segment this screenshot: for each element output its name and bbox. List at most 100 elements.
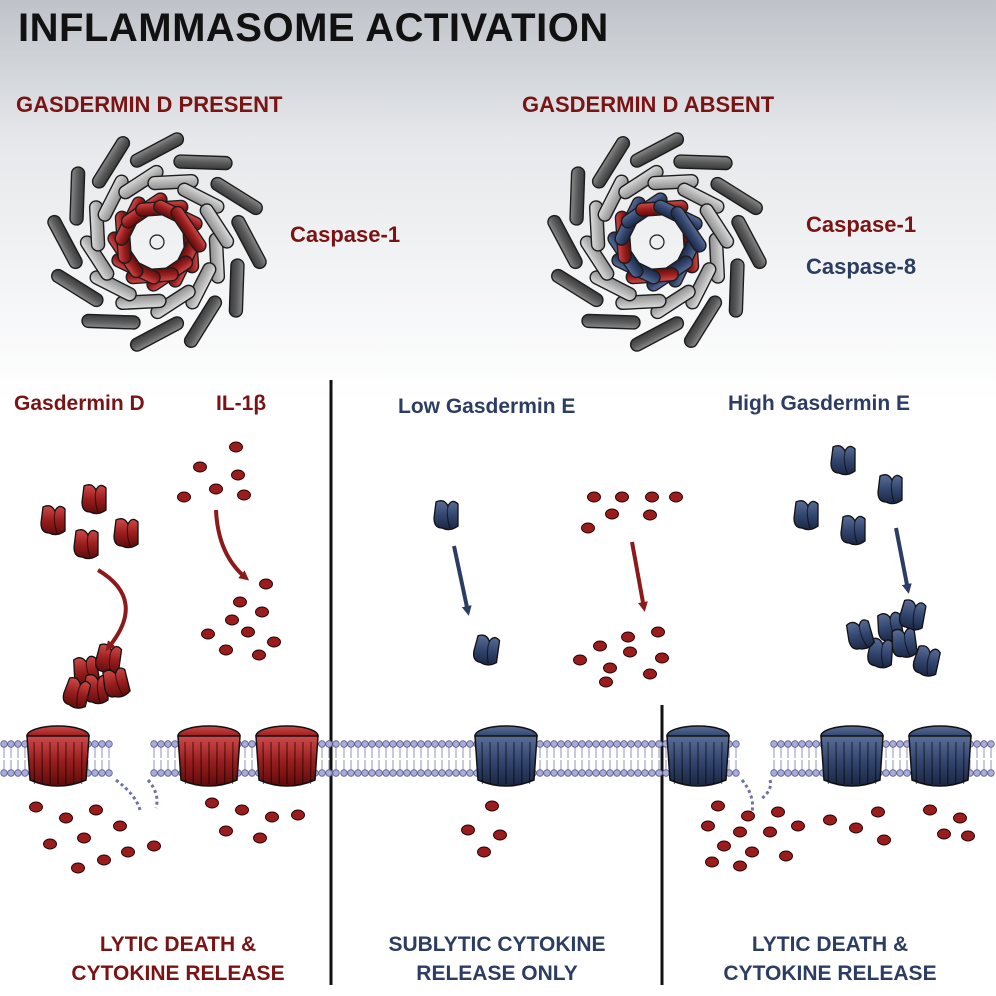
il-1b-cytokine xyxy=(741,810,755,822)
panel-1-outcome-line-1: LYTIC DEATH & xyxy=(99,933,257,956)
il-1b-cytokine xyxy=(147,840,161,852)
lipid-head xyxy=(382,740,390,748)
il-1b-cytokine xyxy=(701,820,715,832)
membrane-rupture-edge xyxy=(740,779,754,813)
il-1b-cytokine xyxy=(29,801,43,813)
lipid-head xyxy=(732,769,740,777)
gasdermin-lobe xyxy=(81,484,107,515)
asc-outer-rod xyxy=(710,176,763,216)
arrow-il-1b-processing xyxy=(214,509,250,581)
gasdermin-lobe xyxy=(433,500,459,531)
il-1b-cytokine xyxy=(253,832,267,844)
panel-2-outcome-line-2: RELEASE ONLY xyxy=(416,962,578,985)
lipid-head xyxy=(157,769,165,777)
lipid-head xyxy=(973,740,981,748)
lipid-head xyxy=(98,740,106,748)
gasdermin-e-monomer xyxy=(793,500,819,531)
lipid-head xyxy=(812,740,820,748)
asc-middle-rod xyxy=(199,203,235,249)
lipid-head xyxy=(798,740,806,748)
lipid-head xyxy=(445,740,453,748)
lipid-head xyxy=(550,769,558,777)
il-1b-cytokine xyxy=(651,626,665,638)
low-gasdermin-e-label: Low Gasdermin E xyxy=(398,395,576,418)
lipid-head xyxy=(882,740,890,748)
asc-middle-rod xyxy=(118,164,164,200)
gasdermin-cleft xyxy=(86,534,91,558)
lipid-head xyxy=(599,740,607,748)
lipid-head xyxy=(655,769,663,777)
il-1b-cytokine xyxy=(97,854,111,866)
lipid-head xyxy=(431,740,439,748)
il-1b-cytokine xyxy=(177,491,191,503)
lipid-head xyxy=(389,740,397,748)
lipid-head xyxy=(536,740,544,748)
lipid-head xyxy=(571,740,579,748)
il-1b-cytokine xyxy=(733,826,747,838)
lipid-head xyxy=(571,769,579,777)
gasdermin-lobe xyxy=(912,645,941,677)
caspase-rod xyxy=(170,205,207,253)
lipid-head xyxy=(896,769,904,777)
il-1b-cytokine xyxy=(252,649,266,661)
gasdermin-d-present-label: GASDERMIN D PRESENT xyxy=(16,92,283,117)
lipid-head xyxy=(424,769,432,777)
gasdermin-cleft xyxy=(926,652,931,675)
lipid-head xyxy=(592,769,600,777)
gasdermin-lobe xyxy=(62,677,92,709)
lipid-head xyxy=(396,740,404,748)
il-1b-cytokine xyxy=(43,838,57,850)
lipid-head xyxy=(403,740,411,748)
gasdermin-e-pore xyxy=(820,725,884,787)
lipid-head xyxy=(424,740,432,748)
gasdermin-cleft xyxy=(806,505,811,529)
asc-middle-rod xyxy=(89,270,137,302)
lipid-head xyxy=(91,740,99,748)
lipid-head xyxy=(105,740,113,748)
il-1b-cytokine xyxy=(937,828,951,840)
lipid-head xyxy=(368,769,376,777)
lipid-head xyxy=(585,769,593,777)
lipid-head xyxy=(536,769,544,777)
il-1b-cytokine xyxy=(291,809,305,821)
il-1b-cytokine xyxy=(89,804,103,816)
asc-outer-rod xyxy=(129,132,185,168)
il-1b-cytokine xyxy=(643,668,657,680)
asc-outer-rod xyxy=(629,132,685,168)
lipid-head xyxy=(613,769,621,777)
il-1b-cytokine xyxy=(593,640,607,652)
lipid-head xyxy=(417,769,425,777)
lipid-head xyxy=(332,740,340,748)
il-1b-cytokine xyxy=(717,840,731,852)
il-1b-cytokine xyxy=(229,441,243,453)
il-1b-cytokine xyxy=(237,489,251,501)
lipid-head xyxy=(557,740,565,748)
lipid-head xyxy=(7,769,15,777)
il-1b-cytokine xyxy=(201,628,215,640)
inflammasome-core xyxy=(149,234,165,250)
asc-outer-rod xyxy=(210,176,263,216)
lipid-head xyxy=(417,740,425,748)
il-1b-cytokine xyxy=(621,631,635,643)
lipid-head xyxy=(613,740,621,748)
high-gasdermin-e-label: High Gasdermin E xyxy=(728,392,911,415)
lipid-head xyxy=(578,740,586,748)
gasdermin-e-monomer xyxy=(840,515,866,546)
il-1b-cytokine xyxy=(205,797,219,809)
lipid-head xyxy=(599,769,607,777)
lipid-head xyxy=(347,769,355,777)
lipid-head xyxy=(431,769,439,777)
il-1b-cytokine xyxy=(605,508,619,520)
lipid-head xyxy=(7,740,15,748)
lipid-head xyxy=(592,740,600,748)
lipid-head xyxy=(157,740,165,748)
il-1b-cytokine xyxy=(193,461,207,473)
il-1b-cytokine xyxy=(121,846,135,858)
lipid-head xyxy=(805,769,813,777)
gasdermin-e-fragment xyxy=(912,645,941,677)
lipid-head xyxy=(606,769,614,777)
il-1b-cytokine xyxy=(233,596,247,608)
il-1b-cytokine xyxy=(587,491,601,503)
gasdermin-lobe xyxy=(830,445,856,476)
lipid-head xyxy=(784,740,792,748)
